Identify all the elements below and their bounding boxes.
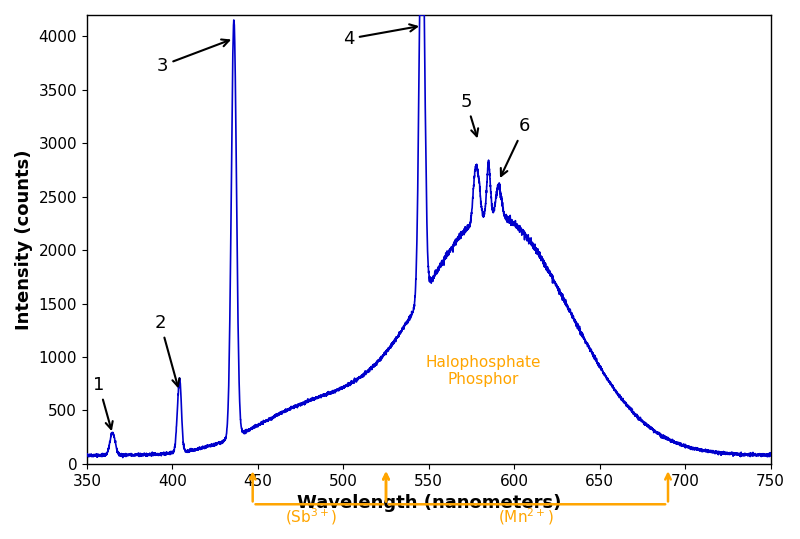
Text: 3: 3 <box>156 39 229 74</box>
Text: Halophosphate
Phosphor: Halophosphate Phosphor <box>426 355 541 387</box>
Y-axis label: Intensity (counts): Intensity (counts) <box>15 149 33 330</box>
Text: 2: 2 <box>154 314 179 386</box>
Text: 1: 1 <box>93 376 113 429</box>
X-axis label: Wavelength (nanometers): Wavelength (nanometers) <box>297 494 561 512</box>
Text: 4: 4 <box>342 24 417 48</box>
Text: 5: 5 <box>461 93 478 136</box>
Text: 6: 6 <box>501 118 530 176</box>
Text: (Sb$^{3+}$): (Sb$^{3+}$) <box>285 507 337 527</box>
Text: (Mn$^{2+}$): (Mn$^{2+}$) <box>498 507 554 527</box>
